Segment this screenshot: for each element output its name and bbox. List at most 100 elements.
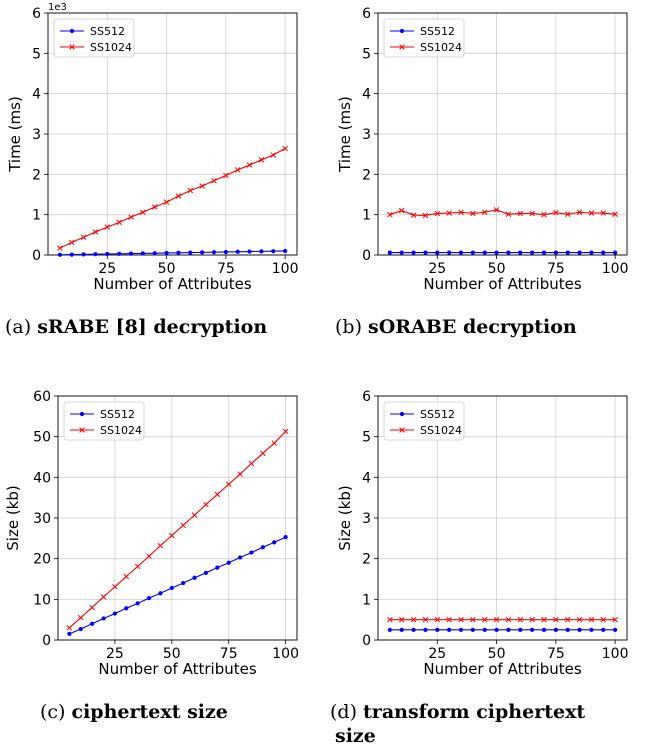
data-point-ss1024 [214,491,221,498]
data-point-ss512 [458,627,464,632]
x-tick-label: 75 [220,646,238,662]
data-point-ss512 [249,550,254,555]
legend-marker [399,427,405,433]
x-tick-label: 100 [272,646,299,662]
caption-bold: sRABE [8] decryption [37,316,267,338]
data-point-ss1024 [92,229,99,235]
data-point-ss1024 [470,210,476,217]
data-point-ss512 [215,565,220,570]
data-point-ss512 [203,570,209,576]
legend-label-ss1024: SS1024 [420,424,462,437]
data-point-ss1024 [78,614,84,621]
x-tick-label: 50 [163,646,181,662]
panel-caption: (c) ciphertext size [40,701,228,723]
axes-frame [47,12,298,256]
legend-marker [399,411,405,417]
x-tick-label: 100 [602,646,629,662]
legend-label-ss1024: SS1024 [420,41,462,54]
data-point-ss512 [601,250,606,255]
data-point-ss512 [226,560,231,565]
x-tick-label: 100 [272,261,299,277]
data-point-ss1024 [576,209,583,216]
data-point-ss512 [494,250,499,255]
data-point-ss1024 [104,224,111,230]
chart-panel-c: 0 10 20 30 40 50 60 25 50 75 100 Number of Attribut… [4,389,299,723]
chart-panel-a: 0 1 2 3 4 5 6 25 50 75 100 1e3 Number of Attributes T… [5,2,299,338]
data-point-ss1024 [270,152,277,158]
data-point-ss1024 [211,178,217,184]
legend-marker [79,427,85,433]
data-point-ss1024 [517,210,524,217]
data-point-ss512 [200,250,205,255]
data-point-ss1024 [134,563,141,570]
data-point-ss512 [577,627,582,632]
data-point-ss1024 [398,207,405,214]
data-point-ss512 [211,250,217,255]
data-point-ss512 [146,596,152,601]
y-tick-label: 3 [362,511,371,527]
data-point-ss1024 [225,481,232,488]
data-point-ss1024 [541,616,547,623]
data-point-ss512 [458,250,464,255]
data-point-ss512 [128,251,134,256]
y-tick-label: 40 [33,470,51,486]
data-point-ss1024 [258,157,265,163]
data-point-ss1024 [493,616,500,623]
data-point-ss512 [235,249,240,254]
data-point-ss1024 [128,214,134,220]
data-point-ss1024 [187,187,194,194]
y-tick-label: 3 [32,127,41,143]
y-tick-label: 6 [362,6,371,22]
x-tick-label: 100 [602,261,629,277]
x-axis-label: Number of Attributes [423,660,581,678]
y-tick-label: 4 [362,87,371,103]
data-point-ss512 [399,250,404,255]
data-point-ss1024 [553,209,559,216]
data-point-ss1024 [398,616,405,623]
y-axis-label: Size (kb) [336,485,354,550]
data-point-ss1024 [169,532,175,539]
x-tick-label: 25 [106,646,124,662]
data-point-ss1024 [146,553,152,559]
data-point-ss512 [565,250,570,255]
y-axis-label: Time (ms) [336,96,354,173]
data-point-ss1024 [600,210,607,216]
data-point-ss512 [613,250,618,255]
data-point-ss512 [423,627,428,632]
legend-marker [399,28,405,34]
data-point-ss1024 [529,210,535,217]
data-point-ss1024 [89,604,95,611]
y-tick-label: 0 [362,248,371,264]
data-point-ss512 [81,252,86,257]
y-tick-label: 1 [362,592,371,608]
legend-label-ss512: SS512 [420,25,455,38]
data-point-ss1024 [260,450,266,457]
data-point-ss512 [105,251,110,257]
caption-prefix: (c) [40,701,72,723]
data-point-ss1024 [180,522,186,529]
axes-frame [377,12,628,256]
data-point-ss1024 [100,594,107,600]
data-point-ss512 [411,250,416,255]
data-point-ss512 [553,250,558,255]
data-point-ss512 [176,250,181,255]
chart-panel-d: 0 1 2 3 4 5 6 25 50 75 100 Number of Attributes Size… [330,389,629,747]
data-point-ss1024 [505,616,512,623]
caption-prefix: (a) [5,316,37,338]
data-point-ss512 [101,616,106,621]
data-point-ss1024 [123,573,130,580]
data-point-ss1024 [600,616,607,623]
data-point-ss512 [93,252,98,257]
data-point-ss512 [387,627,392,632]
data-point-ss512 [494,627,499,632]
data-point-ss1024 [57,245,63,251]
data-point-ss1024 [434,616,441,623]
data-point-ss512 [117,251,122,256]
data-point-ss512 [152,251,157,256]
data-point-ss1024 [588,616,595,623]
legend-marker [69,44,75,50]
data-point-ss512 [435,627,440,632]
y-tick-label: 1 [32,208,41,224]
series-line-ss1024 [59,148,286,249]
legend-label-ss512: SS512 [90,25,125,38]
